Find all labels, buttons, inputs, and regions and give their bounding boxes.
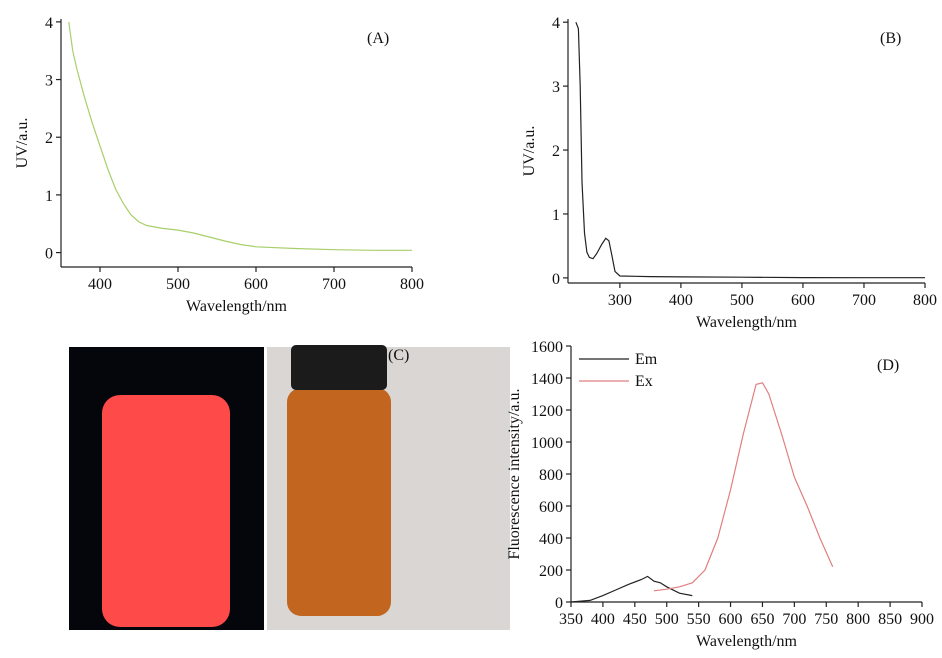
x-tick-label: 350 (559, 611, 583, 628)
x-tick-label: 400 (591, 611, 615, 628)
y-tick-label: 3 (552, 79, 560, 96)
x-tick-label: 500 (730, 292, 754, 309)
y-tick-label: 800 (539, 467, 563, 484)
panel-label: (D) (877, 357, 899, 374)
y-tick-label: 200 (539, 563, 563, 580)
x-tick-label: 700 (852, 292, 876, 309)
x-tick-label: 450 (623, 611, 647, 628)
x-tick-label: 800 (913, 292, 937, 309)
x-tick-label: 650 (750, 611, 774, 628)
x-tick-label: 550 (687, 611, 711, 628)
x-tick-label: 600 (791, 292, 815, 309)
x-axis-label: Wavelength/nm (696, 633, 797, 650)
series-line (653, 382, 834, 592)
y-tick-label: 0 (555, 595, 563, 612)
x-tick-label: 500 (655, 611, 679, 628)
x-tick-label: 600 (244, 276, 268, 293)
series-line (68, 21, 412, 251)
y-tick-label: 1200 (531, 403, 563, 420)
glowing-bottle (102, 395, 230, 627)
y-tick-label: 1000 (531, 435, 563, 452)
y-tick-label: 2 (45, 130, 53, 147)
y-tick-label: 1 (45, 188, 53, 205)
vial-cap (291, 345, 387, 390)
x-axis-label: Wavelength/nm (696, 314, 797, 331)
panel-label: (B) (880, 30, 901, 47)
legend-label: Em (635, 351, 658, 368)
y-tick-label: 2 (552, 143, 560, 160)
x-tick-label: 900 (910, 611, 934, 628)
panel-label: (C) (388, 347, 409, 364)
x-tick-label: 800 (400, 276, 424, 293)
y-tick-label: 1 (552, 207, 560, 224)
x-tick-label: 400 (88, 276, 112, 293)
y-axis-label: UV/a.u. (521, 126, 538, 177)
x-tick-label: 700 (322, 276, 346, 293)
y-tick-label: 0 (552, 271, 560, 288)
y-tick-label: 1400 (531, 371, 563, 388)
x-tick-label: 300 (608, 292, 632, 309)
photo: (C) (69, 345, 510, 630)
y-tick-label: 600 (539, 499, 563, 516)
y-tick-label: 4 (552, 15, 560, 32)
x-tick-label: 400 (669, 292, 693, 309)
y-tick-label: 0 (45, 246, 53, 263)
y-axis-label: UV/a.u. (14, 118, 31, 169)
y-tick-label: 1600 (531, 339, 563, 356)
x-tick-label: 850 (878, 611, 902, 628)
y-tick-label: 400 (539, 531, 563, 548)
x-tick-label: 600 (719, 611, 743, 628)
x-tick-label: 500 (166, 276, 190, 293)
y-tick-label: 4 (45, 15, 53, 32)
series-line (570, 575, 693, 603)
x-tick-label: 800 (846, 611, 870, 628)
x-axis-label: Wavelength/nm (186, 298, 287, 315)
panel-label: (A) (367, 30, 389, 47)
y-tick-label: 3 (45, 73, 53, 90)
series-line (575, 21, 925, 279)
legend-label: Ex (635, 373, 653, 390)
y-axis-label: Fluorescence intensity/a.u. (506, 388, 523, 559)
x-tick-label: 700 (782, 611, 806, 628)
vial (287, 388, 391, 616)
x-tick-label: 750 (814, 611, 838, 628)
